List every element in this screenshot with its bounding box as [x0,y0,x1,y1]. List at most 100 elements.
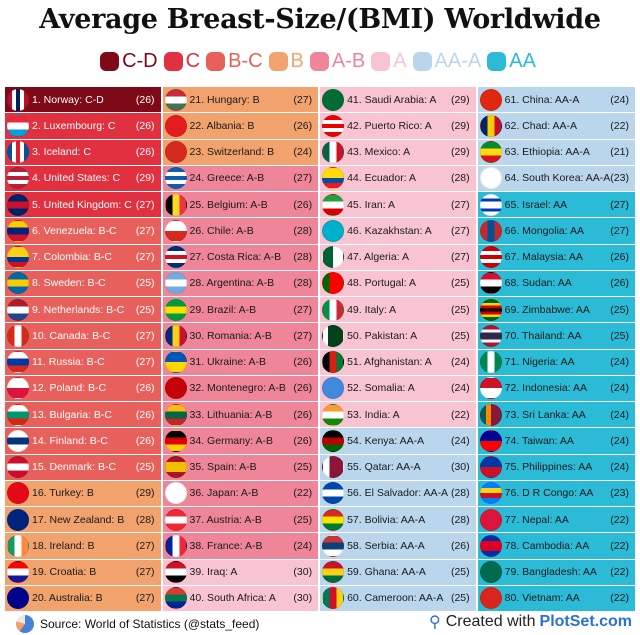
table-row: 38. France: A-B (24) [162,533,319,559]
bmi-value: (24) [610,382,629,395]
table-row: 27. Costa Rica: A-B (28) [162,244,319,270]
flag-icon [322,456,345,479]
country-label: 44. Ecuador: A [347,172,416,185]
table-row: 17. New Zealand: B (28) [5,507,161,533]
country-label: 23. Switzerland: B [189,146,275,159]
table-row: 69. Zimbabwe: AA (25) [477,297,635,323]
flag-icon [322,403,345,426]
table-row: 78. Cambodia: AA (22) [477,533,635,559]
bmi-value: (26) [293,434,313,447]
table-row: 29. Brazil: A-B (27) [162,297,319,323]
table-row: 68. Sudan: AA (26) [477,270,635,296]
flag-icon [479,219,502,242]
table-row: 43. Mexico: A (29) [320,139,476,165]
bmi-value: (25) [135,277,155,290]
table-row: 7. Colombia: B-C (27) [5,244,161,270]
flag-icon [7,456,29,479]
flag-icon [7,429,29,452]
bmi-value: (26) [293,198,313,211]
flag-icon [7,167,29,190]
brand-link[interactable]: PlotSet.com [539,613,632,630]
country-label: 15. Denmark: B-C [32,461,117,474]
flag-icon [7,272,29,295]
bmi-value: (29) [450,119,470,132]
table-row: 71. Nigeria: AA (24) [477,349,635,375]
table-row: 77. Nepal: AA (22) [477,507,635,533]
bmi-value: (24) [293,539,313,552]
country-label: 55. Qatar: AA-A [347,461,421,474]
bmi-value: (26) [293,119,313,132]
table-row: 25. Belgium: A-B (26) [162,192,319,218]
flag-icon [322,219,345,242]
table-row: 21. Hungary: B (27) [162,87,319,113]
table-row: 42. Puerto Rico: A (29) [320,113,476,139]
country-label: 32. Montenegro: A-B [189,382,286,395]
pie-chart-icon [16,615,34,633]
country-label: 41. Saudi Arabia: A [347,93,437,106]
bmi-value: (24) [450,356,470,369]
country-label: 77. Nepal: AA [504,513,569,526]
country-label: 24. Greece: A-B [189,172,265,185]
country-label: 18. Ireland: B [32,539,95,552]
legend-item: AA-A [412,50,482,73]
country-label: 54. Kenya: AA-A [347,434,425,447]
country-label: 61. China: AA-A [504,93,580,106]
credit: ⚲ Created with PlotSet.com [429,612,632,632]
country-label: 10. Canada: B-C [32,329,111,342]
bmi-value: (24) [610,461,629,474]
country-label: 6. Venezuela: B-C [32,224,117,237]
bmi-value: (27) [135,592,155,605]
flag-icon [164,429,187,452]
table-row: 39. Iraq: A (30) [162,559,319,585]
flag-icon [479,246,502,269]
flag-icon [479,482,502,505]
flag-icon [479,429,502,452]
legend-item: B-C [206,50,263,73]
table-row: 33. Lithuania: A-B (26) [162,402,319,428]
bmi-value: (28) [135,513,155,526]
country-label: 8. Sweden: B-C [32,277,106,290]
legend-label: C [185,50,201,72]
country-label: 5. United Kingdom: C [32,198,132,211]
table-row: 1. Norway: C-D (26) [5,87,161,113]
flag-icon [479,272,502,295]
table-row: 24. Greece: A-B (27) [162,165,319,191]
country-label: 58. Serbia: AA-A [347,539,425,552]
table-row: 19. Croatia: B (27) [5,559,161,585]
country-label: 42. Puerto Rico: A [347,119,432,132]
legend-item: A [371,50,407,73]
table-row: 62. Chad: AA-A (22) [477,113,635,139]
legend-item: C-D [100,50,158,73]
bmi-value: (22) [293,487,313,500]
bmi-value: (27) [450,198,470,211]
country-label: 40. South Africa: A [189,592,276,605]
country-label: 68. Sudan: AA [504,277,572,290]
flag-icon [7,403,29,426]
table-row: 28. Argentina: A-B (28) [162,270,319,296]
flag-icon [479,534,502,557]
footer: Source: World of Statistics (@stats_feed… [0,612,640,634]
bmi-value: (28) [293,277,313,290]
legend-label: B [290,50,304,72]
flag-icon [479,324,502,347]
flag-icon [479,167,502,190]
bmi-value: (28) [450,487,470,500]
country-label: 26. Chile: A-B [189,224,254,237]
flag-icon [479,88,502,111]
bmi-value: (25) [450,277,470,290]
table-row: 36. Japan: A-B (22) [162,480,319,506]
legend-swatch [206,52,226,71]
country-label: 4. United States: C [32,172,121,185]
country-label: 17. New Zealand: B [32,513,125,526]
source-text: Source: World of Statistics (@stats_feed… [40,617,260,631]
flag-icon [322,114,345,137]
bmi-value: (29) [450,146,470,159]
table-row: 61. China: AA-A (24) [477,87,635,113]
bmi-value: (24) [610,93,629,106]
bmi-value: (27) [610,224,629,237]
table-row: 12. Poland: B-C (26) [5,375,161,401]
country-label: 2. Luxembourg: C [32,119,116,132]
legend-label: AA-A [434,50,482,72]
bmi-value: (22) [450,408,470,421]
legend-label: AA [509,50,536,72]
